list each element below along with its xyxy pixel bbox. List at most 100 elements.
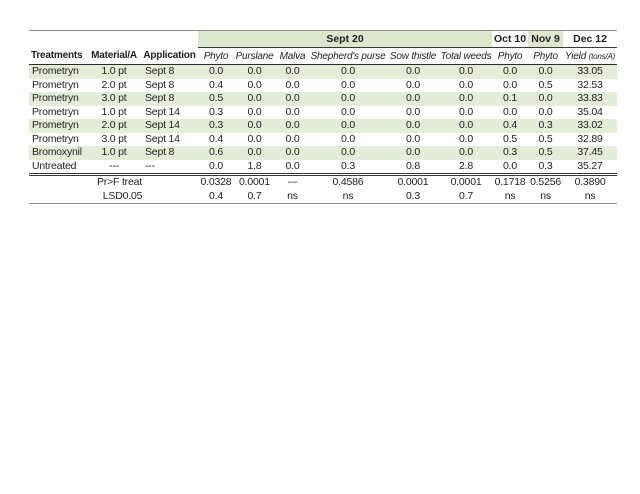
table-cell: 1.0 pt — [87, 146, 141, 160]
table-cell: 0.0 — [492, 64, 529, 79]
stats-cell: 0.3 — [386, 189, 440, 204]
group-header-nov9: Nov 9 — [528, 30, 564, 48]
table-row: Prometryn 1.0 pt Sept 8 0.0 0.0 0.0 0.0 0.0 0.0 0… — [29, 64, 618, 79]
table-cell: 35.04 — [577, 105, 603, 118]
stats-row: Pr>F treat 0.0328 0.0001 --- 0.4586 0.0001 0.0… — [29, 173, 618, 190]
table-cell: 0.0 — [285, 159, 300, 172]
table-row: Bromoxynil 1.0 pt Sept 8 0.6 0.0 0.0 0.0 0.0 0.0… — [29, 146, 618, 160]
table-cell: 0.0 — [310, 64, 386, 79]
table-row: Prometryn 3.0 pt Sept 14 0.4 0.0 0.0 0.0 0.0 0.0… — [29, 133, 617, 147]
column-header-malva: Malva — [275, 47, 310, 65]
table-cell: 0.6 — [198, 146, 234, 160]
table-cell: Sept 8 — [141, 64, 198, 79]
table-cell: 1.0 pt — [87, 64, 141, 79]
table-cell: 0.4 — [209, 78, 223, 91]
table-cell: 0.0 — [459, 132, 474, 145]
stats-row: LSD0.05 0.4 0.7 ns ns 0.3 0.7 ns ns ns — [29, 189, 618, 204]
table-cell: 0.0 — [234, 64, 275, 79]
table-cell: 0.0 — [386, 119, 440, 133]
table-cell: 37.45 — [563, 146, 618, 160]
column-header-phyto-sept: Phyto — [198, 47, 234, 65]
column-header-application: Application — [141, 47, 198, 65]
yield-unit: (tons/A) — [588, 51, 616, 61]
column-header-total-weeds: Total weeds — [440, 47, 493, 65]
table-cell: 0.0 — [341, 105, 355, 118]
stats-cell: 0.0001 — [440, 173, 493, 190]
stats-cell: 0.7 — [234, 189, 275, 204]
table-cell: 0.0 — [275, 64, 310, 79]
table-cell: 3.0 pt — [87, 92, 141, 106]
table-cell: 0.8 — [406, 159, 420, 172]
table-cell: 0.0 — [275, 119, 310, 133]
table-cell: 2.8 — [459, 159, 474, 172]
stats-cell: --- — [275, 173, 310, 190]
column-header-purslane: Purslane — [234, 47, 275, 65]
stats-cell: ns — [310, 189, 386, 204]
table-cell: 0.3 — [528, 119, 564, 133]
table-cell: --- — [109, 159, 119, 172]
table-cell: 0.3 — [538, 159, 553, 172]
group-header-row: Sept 20 Oct 10 Nov 9 Dec 12 — [29, 30, 618, 48]
table-cell: 0.0 — [528, 64, 564, 79]
stats-cell: 0.0001 — [234, 173, 275, 190]
table-cell: 0.3 — [492, 146, 529, 160]
treatment-results-table: Sept 20 Oct 10 Nov 9 Dec 12 Treatments M… — [29, 30, 618, 204]
table-cell: 0.0 — [247, 105, 262, 118]
table-cell: Prometryn — [29, 119, 87, 133]
table-cell: Prometryn — [29, 64, 87, 79]
table-cell: 33.83 — [563, 92, 618, 106]
table-cell: 0.3 — [209, 105, 223, 118]
table-cell: 0.0 — [386, 92, 440, 106]
table-row: Prometryn 3.0 pt Sept 8 0.5 0.0 0.0 0.0 0.0 0.0 0… — [29, 92, 618, 106]
table-cell: 0.0 — [459, 78, 474, 91]
table-cell: 0.0 — [406, 132, 420, 145]
table-cell: 0.0 — [198, 64, 234, 79]
table-cell: 0.0 — [503, 78, 518, 91]
results-table-container: Sept 20 Oct 10 Nov 9 Dec 12 Treatments M… — [29, 30, 618, 204]
stats-cell: 0.4586 — [310, 173, 386, 190]
table-cell: 0.4 — [209, 132, 223, 145]
stats-cell: ns — [492, 189, 529, 204]
table-row: Prometryn 2.0 pt Sept 8 0.4 0.0 0.0 0.0 0.0 0.0 0… — [29, 79, 617, 93]
table-cell: 0.0 — [440, 119, 493, 133]
table-cell: 0.0 — [209, 159, 223, 172]
column-header-phyto-nov: Phyto — [528, 47, 564, 65]
table-cell: 0.0 — [310, 146, 386, 160]
table-cell: 0.5 — [538, 132, 553, 145]
table-cell: 32.89 — [577, 132, 603, 145]
table-cell: --- — [145, 159, 155, 172]
stats-cell: 0.0328 — [198, 173, 234, 190]
table-cell: Untreated — [32, 159, 77, 172]
table-cell: 1.0 pt — [101, 105, 127, 118]
table-cell: 0.0 — [440, 92, 493, 106]
table-cell: 0.0 — [386, 64, 440, 79]
table-cell: 0.0 — [247, 132, 262, 145]
column-header-sow-thistle: Sow thistle — [386, 47, 440, 65]
table-cell: Sept 14 — [141, 119, 198, 133]
column-header-phyto-oct: Phyto — [492, 47, 529, 65]
stats-cell: 0.0001 — [386, 173, 440, 190]
table-cell: 0.3 — [198, 119, 234, 133]
column-header-material: Material/A — [87, 47, 141, 65]
table-cell: Sept 8 — [141, 146, 198, 160]
table-cell: 35.27 — [577, 159, 603, 172]
table-cell: 0.0 — [459, 105, 474, 118]
table-cell: 0.0 — [247, 78, 262, 91]
table-cell: 0.0 — [285, 105, 300, 118]
table-cell: 0.0 — [234, 119, 275, 133]
table-cell: 0.5 — [538, 78, 553, 91]
stats-row-label: Pr>F treat — [29, 173, 198, 190]
stats-cell: 0.7 — [440, 189, 493, 204]
table-cell: 0.0 — [503, 105, 518, 118]
group-header-blank — [29, 30, 198, 48]
table-cell: Sept 14 — [145, 132, 180, 145]
table-cell: 0.0 — [440, 146, 493, 160]
table-body: Prometryn 1.0 pt Sept 8 0.0 0.0 0.0 0.0 0.0 0.0 0… — [29, 64, 618, 175]
table-cell: 0.0 — [406, 78, 420, 91]
table-cell: 0.0 — [285, 132, 300, 145]
table-cell: Bromoxynil — [29, 146, 87, 160]
table-cell: 0.0 — [341, 132, 355, 145]
table-cell: 0.0 — [538, 105, 553, 118]
stats-row-label: LSD0.05 — [29, 189, 198, 204]
